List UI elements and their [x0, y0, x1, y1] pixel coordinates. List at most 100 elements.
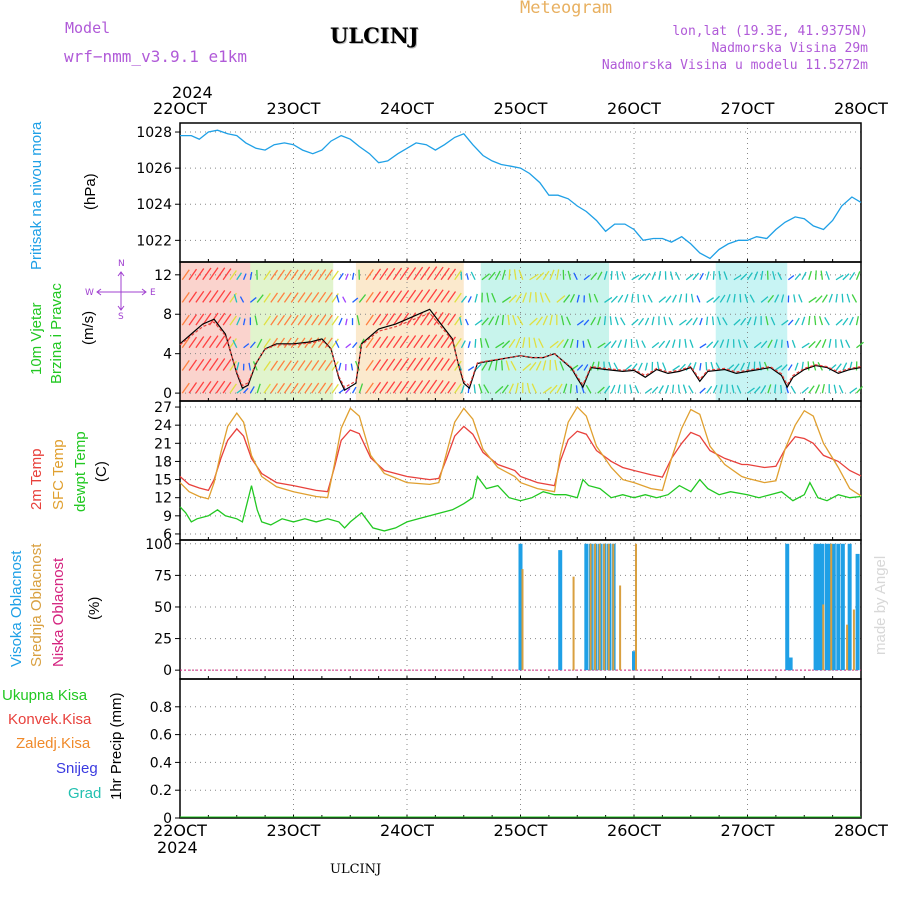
high-cloud-bar	[785, 543, 790, 671]
wind-arrow	[535, 292, 538, 303]
wind-arrow	[420, 289, 431, 303]
wind-arrow	[478, 383, 483, 394]
ytick-label-4-4: 0.8	[150, 700, 172, 716]
wind-arrow	[406, 380, 417, 394]
wind-arrow	[311, 360, 320, 371]
wind-arrow	[549, 340, 559, 349]
wind-arrow	[642, 294, 646, 303]
wind-arrow	[787, 364, 793, 371]
wind-arrow	[621, 271, 626, 280]
wind-arrow	[342, 296, 347, 303]
wind-arrow	[501, 269, 506, 280]
wind-arrow	[801, 361, 804, 371]
wind-arrow	[631, 274, 640, 281]
wind-arrow	[692, 362, 697, 371]
wind-arrow	[460, 385, 465, 394]
wind-arrow	[617, 294, 624, 303]
wind-arrow	[815, 295, 823, 303]
wind-arrow	[386, 313, 396, 326]
wind-arrow	[351, 272, 355, 280]
wind-arrow	[515, 293, 523, 303]
wind-arrow	[719, 294, 726, 303]
wind-arrow	[195, 381, 205, 394]
wind-arrow	[365, 314, 374, 326]
wind-arrow	[304, 382, 313, 394]
wind-arrow	[522, 292, 527, 303]
wind-arrow	[679, 319, 687, 326]
wind-arrow	[488, 360, 493, 371]
wind-arrow	[263, 270, 271, 281]
wind-arrow	[311, 269, 320, 281]
wind-arrow	[590, 316, 596, 326]
wind-arrow	[270, 292, 279, 303]
wind-arrow	[603, 385, 611, 394]
wind-arrow	[597, 386, 605, 394]
wind-arrow	[658, 340, 666, 349]
wind-arrow	[635, 339, 640, 348]
wind-arrow	[420, 357, 431, 371]
wind-arrow	[531, 383, 537, 394]
wind-arrow	[855, 271, 861, 280]
wind-arrow	[392, 335, 403, 349]
ytick-label-2-0: 6	[163, 527, 172, 543]
wind-arrow	[297, 292, 306, 303]
wind-arrow	[256, 383, 261, 394]
wind-arrow	[290, 314, 299, 326]
wind-arrow	[249, 386, 255, 394]
wind-arrow	[358, 383, 364, 394]
wind-arrow	[406, 267, 417, 281]
wind-arrow	[386, 267, 396, 281]
wind-arrow	[692, 317, 698, 326]
wind-arrow	[777, 272, 783, 281]
wind-arrow	[716, 316, 721, 326]
ytick-label-2-3: 15	[154, 473, 172, 489]
wind-arrow	[535, 360, 542, 371]
wind-arrow	[467, 296, 472, 303]
mid-cloud-bar	[572, 576, 575, 671]
wind-arrow	[705, 316, 709, 326]
compass-e: E	[150, 288, 156, 298]
wind-arrow	[593, 293, 599, 303]
wind-arrow	[202, 290, 212, 303]
wind-band-4	[715, 262, 788, 401]
wind-arrow	[684, 338, 687, 348]
wind-arrow	[665, 339, 671, 349]
wind-arrow	[215, 267, 226, 281]
wind-arrow	[699, 362, 702, 371]
xtick-bottom-1: 23OCT	[267, 821, 321, 840]
wind-arrow	[780, 294, 785, 303]
wind-arrow	[801, 386, 809, 394]
mid-cloud-bar	[846, 624, 849, 671]
wind-arrow	[334, 340, 340, 349]
wind-arrow	[825, 271, 830, 280]
wind-arrow	[222, 358, 232, 371]
wind-arrow	[426, 379, 438, 394]
wind-arrow	[835, 293, 838, 303]
wind-arrow	[677, 384, 681, 394]
wind-arrow	[763, 361, 769, 371]
ytick-label-1-2: 8	[163, 307, 172, 323]
wind-arrow	[195, 313, 205, 326]
wind-arrow	[181, 314, 190, 326]
wind-arrow	[808, 296, 817, 303]
wind-arrow	[671, 339, 676, 348]
high-cloud-bar	[836, 543, 841, 671]
wind-arrow	[236, 317, 241, 326]
wind-arrow	[672, 294, 677, 303]
wind-arrow	[515, 337, 521, 349]
high-cloud-bar	[831, 543, 836, 671]
wind-arrow	[433, 380, 444, 394]
wind-arrow	[413, 380, 424, 394]
wind-arrow	[576, 364, 584, 371]
wind-arrow	[331, 383, 339, 394]
wind-arrow	[556, 295, 566, 303]
wind-arrow	[283, 292, 292, 303]
xtick-bottom-0: 22OCT	[153, 821, 207, 840]
wind-arrow	[731, 384, 735, 394]
wind-arrow	[689, 339, 694, 348]
wind-arrow	[726, 293, 731, 303]
wind-arrow	[270, 269, 279, 281]
wind-arrow	[345, 343, 352, 349]
wind-arrow	[290, 382, 299, 394]
wind-arrow	[365, 337, 374, 349]
